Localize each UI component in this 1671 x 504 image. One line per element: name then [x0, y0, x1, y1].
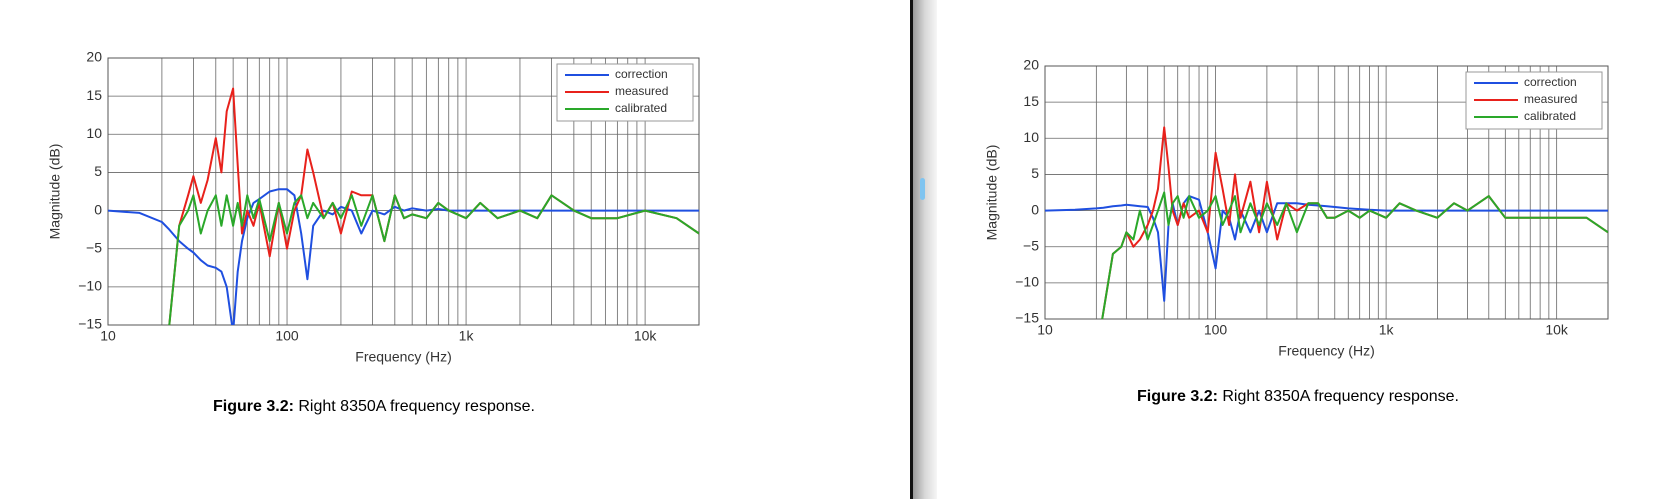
x-tick-label: 10k	[1545, 322, 1569, 338]
y-tick-label: −5	[1023, 237, 1039, 253]
legend-label: calibrated	[1524, 109, 1576, 123]
legend-label: correction	[1524, 75, 1577, 89]
plot-frame	[107, 57, 700, 326]
x-axis-label: Frequency (Hz)	[1278, 343, 1374, 359]
y-tick-label: 20	[86, 49, 102, 65]
x-tick-label: 10	[100, 328, 116, 344]
x-tick-label: 100	[1204, 322, 1228, 338]
y-tick-label: 15	[86, 87, 102, 103]
divider	[910, 0, 913, 499]
y-axis-label: Magnitude (dB)	[47, 144, 63, 240]
caption-text: Right 8350A frequency response.	[1222, 388, 1459, 405]
caption: Figure 3.2: Right 8350A frequency respon…	[1137, 388, 1459, 405]
x-tick-label: 100	[275, 328, 299, 344]
y-tick-label: −10	[78, 278, 102, 294]
y-tick-label: 20	[1023, 57, 1039, 73]
x-tick-label: 1k	[459, 328, 475, 344]
caption-text: Right 8350A frequency response.	[298, 398, 535, 415]
y-tick-label: 15	[1023, 93, 1039, 109]
y-tick-label: 10	[1023, 129, 1039, 145]
legend-label: measured	[615, 84, 668, 98]
y-tick-label: 5	[94, 163, 102, 179]
series-line	[168, 194, 699, 325]
caption-label: Figure 3.2:	[1137, 388, 1218, 405]
y-tick-label: −15	[78, 316, 102, 332]
page-shadow	[913, 0, 937, 499]
y-tick-label: 0	[1031, 201, 1039, 217]
series-line	[1045, 195, 1608, 302]
x-axis-label: Frequency (Hz)	[355, 349, 451, 365]
y-tick-label: −10	[1015, 274, 1039, 290]
y-axis-label: Magnitude (dB)	[984, 145, 1000, 241]
x-tick-label: 1k	[1379, 322, 1395, 338]
y-tick-label: −15	[1015, 310, 1039, 326]
y-tick-label: 10	[86, 125, 102, 141]
legend-label: calibrated	[615, 101, 667, 115]
legend-label: correction	[615, 67, 668, 81]
plot-frame	[1044, 65, 1609, 320]
drag-handle[interactable]	[920, 178, 925, 200]
x-tick-label: 10k	[634, 328, 658, 344]
series-line	[108, 188, 699, 325]
caption: Figure 3.2: Right 8350A frequency respon…	[213, 398, 535, 415]
y-tick-label: 0	[94, 201, 102, 217]
series-line	[1101, 191, 1608, 319]
x-tick-label: 10	[1037, 322, 1053, 338]
y-tick-label: 5	[1031, 165, 1039, 181]
caption-label: Figure 3.2:	[213, 398, 294, 415]
y-tick-label: −5	[86, 239, 102, 255]
legend-label: measured	[1524, 92, 1577, 106]
